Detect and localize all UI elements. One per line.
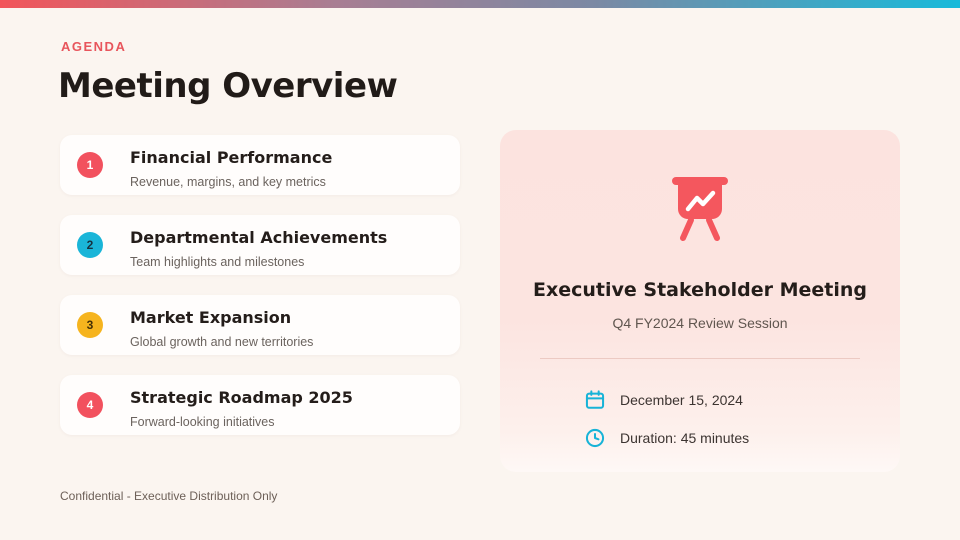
agenda-eyebrow: AGENDA	[61, 39, 127, 54]
confidentiality-note: Confidential - Executive Distribution On…	[60, 489, 278, 503]
agenda-item-title: Financial Performance	[130, 148, 333, 167]
clock-icon	[584, 427, 606, 449]
top-gradient-bar	[0, 0, 960, 8]
meeting-subtitle: Q4 FY2024 Review Session	[612, 315, 788, 331]
agenda-item-3: 3 Market Expansion Global growth and new…	[60, 295, 460, 355]
meeting-title: Executive Stakeholder Meeting	[533, 279, 867, 301]
item-number-badge: 4	[77, 392, 103, 418]
meeting-date-row: December 15, 2024	[584, 388, 743, 412]
item-number-badge: 2	[77, 232, 103, 258]
item-number-badge: 1	[77, 152, 103, 178]
agenda-item-title: Market Expansion	[130, 308, 292, 327]
agenda-item-title: Departmental Achievements	[130, 228, 388, 247]
agenda-item-title: Strategic Roadmap 2025	[130, 388, 353, 407]
agenda-item-subtitle: Team highlights and milestones	[130, 255, 305, 269]
agenda-list: 1 Financial Performance Revenue, margins…	[60, 135, 460, 455]
item-number-badge: 3	[77, 312, 103, 338]
meeting-date: December 15, 2024	[620, 392, 743, 408]
meeting-info-card: Executive Stakeholder Meeting Q4 FY2024 …	[500, 130, 900, 472]
presentation-chart-icon	[667, 174, 733, 249]
agenda-item-2: 2 Departmental Achievements Team highlig…	[60, 215, 460, 275]
agenda-item-1: 1 Financial Performance Revenue, margins…	[60, 135, 460, 195]
meeting-duration: Duration: 45 minutes	[620, 430, 750, 446]
divider	[540, 358, 860, 359]
page-title: Meeting Overview	[58, 66, 398, 106]
calendar-icon	[584, 389, 606, 411]
agenda-item-4: 4 Strategic Roadmap 2025 Forward-looking…	[60, 375, 460, 435]
agenda-item-subtitle: Revenue, margins, and key metrics	[130, 175, 326, 189]
meeting-duration-row: Duration: 45 minutes	[584, 426, 749, 450]
agenda-item-subtitle: Forward-looking initiatives	[130, 415, 275, 429]
agenda-item-subtitle: Global growth and new territories	[130, 335, 314, 349]
